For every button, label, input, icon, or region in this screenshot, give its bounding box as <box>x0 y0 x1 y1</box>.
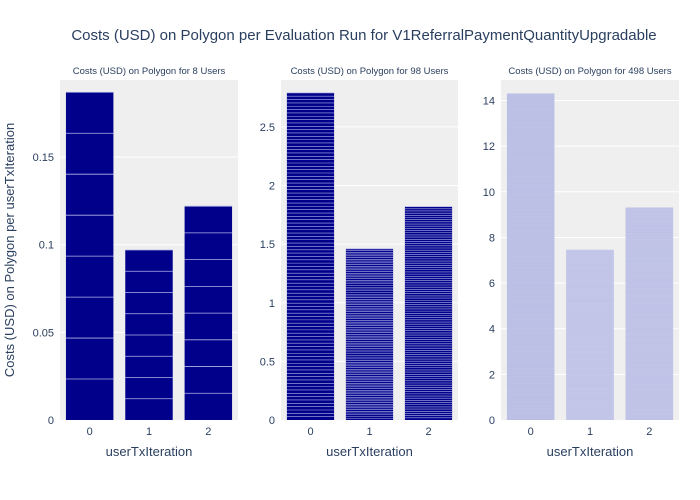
x-tick-label: 2 <box>425 426 431 438</box>
x-tick-label: 1 <box>146 426 152 438</box>
y-tick-label: 2 <box>489 369 495 381</box>
subplot-title: Costs (USD) on Polygon for 8 Users <box>73 66 226 77</box>
y-tick-label: 2.5 <box>260 122 275 134</box>
bar <box>184 205 233 420</box>
bar <box>506 93 555 420</box>
y-tick-label: 0.05 <box>33 327 54 339</box>
y-tick-label: 1 <box>269 298 275 310</box>
bar-segments <box>566 250 614 420</box>
subplot-title: Costs (USD) on Polygon for 498 Users <box>508 66 671 77</box>
subplot-1: 0 0.5 1 1.5 2 2.5 Costs (USD) on Polygon for 9… <box>260 66 458 459</box>
bar-segments <box>286 95 335 417</box>
y-axis-title: Costs (USD) on Polygon per userTxIterati… <box>2 123 17 377</box>
x-tick-label: 2 <box>646 426 652 438</box>
x-tick-label: 2 <box>205 426 211 438</box>
y-tick-label: 0.5 <box>260 356 275 368</box>
x-tick-label: 1 <box>366 426 372 438</box>
panels: 0 0.05 0.1 0.15 Costs (USD) on Polygon for 8… <box>33 66 679 459</box>
bar-segments <box>125 270 173 400</box>
y-tick-label: 6 <box>489 278 495 290</box>
y-tick-label: 0.1 <box>39 240 54 252</box>
bar <box>625 207 674 420</box>
bar-segments <box>65 132 114 380</box>
y-tick-label: 4 <box>489 324 495 336</box>
y-tick-label: 2 <box>269 181 275 193</box>
x-axis-title: userTxIteration <box>547 444 634 459</box>
y-tick-label: 0 <box>489 415 495 427</box>
bar <box>125 249 173 420</box>
bar-segments <box>404 208 453 419</box>
y-tick-label: 10 <box>483 187 495 199</box>
y-tick-label: 0 <box>48 415 54 427</box>
y-tick-label: 0 <box>269 415 275 427</box>
bar-segments <box>625 208 674 420</box>
bar <box>345 248 394 420</box>
y-tick-label: 1.5 <box>260 239 275 251</box>
bar-segments <box>184 232 233 394</box>
x-axis-title: userTxIteration <box>106 444 193 459</box>
bar-segments <box>506 94 555 420</box>
x-tick-label: 0 <box>87 426 93 438</box>
x-axis-title: userTxIteration <box>326 444 413 459</box>
x-tick-label: 1 <box>587 426 593 438</box>
bar <box>65 91 114 421</box>
y-tick-label: 14 <box>483 96 495 108</box>
x-tick-label: 0 <box>528 426 534 438</box>
bar <box>566 249 614 420</box>
bar-segments <box>345 250 394 419</box>
bar <box>404 206 453 420</box>
x-tick-label: 0 <box>307 426 313 438</box>
subplot-title: Costs (USD) on Polygon for 98 Users <box>291 66 449 77</box>
y-tick-label: 0.15 <box>33 152 54 164</box>
bar <box>286 92 335 421</box>
figure-title: Costs (USD) on Polygon per Evaluation Ru… <box>71 27 656 44</box>
subplot-0: 0 0.05 0.1 0.15 Costs (USD) on Polygon for 8… <box>33 66 238 459</box>
y-tick-label: 12 <box>483 141 495 153</box>
y-tick-label: 8 <box>489 232 495 244</box>
